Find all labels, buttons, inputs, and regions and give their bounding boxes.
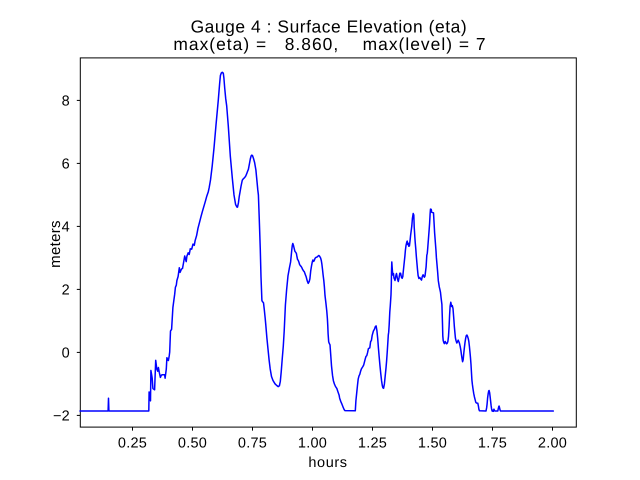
svg-text:1.75: 1.75 xyxy=(478,436,507,452)
svg-text:0.75: 0.75 xyxy=(238,436,267,452)
svg-text:1.25: 1.25 xyxy=(358,436,387,452)
svg-text:max(eta) = 8.860, max(lev: max(eta) = 8.860, max(level) = 7 xyxy=(173,34,486,54)
svg-text:6: 6 xyxy=(62,156,70,172)
svg-text:1.00: 1.00 xyxy=(298,436,327,452)
svg-text:0.25: 0.25 xyxy=(118,436,147,452)
svg-text:0: 0 xyxy=(62,345,70,361)
svg-text:2: 2 xyxy=(62,282,70,298)
svg-text:0.50: 0.50 xyxy=(178,436,207,452)
svg-text:Gauge 4 : Surface Elevation (e: Gauge 4 : Surface Elevation (eta) xyxy=(191,17,468,37)
svg-text:4: 4 xyxy=(62,219,70,235)
svg-text:meters: meters xyxy=(47,220,64,268)
svg-text:8: 8 xyxy=(62,93,70,109)
svg-text:2.00: 2.00 xyxy=(538,436,567,452)
svg-text:hours: hours xyxy=(308,455,347,471)
svg-text:−2: −2 xyxy=(53,408,70,424)
svg-text:1.50: 1.50 xyxy=(418,436,447,452)
